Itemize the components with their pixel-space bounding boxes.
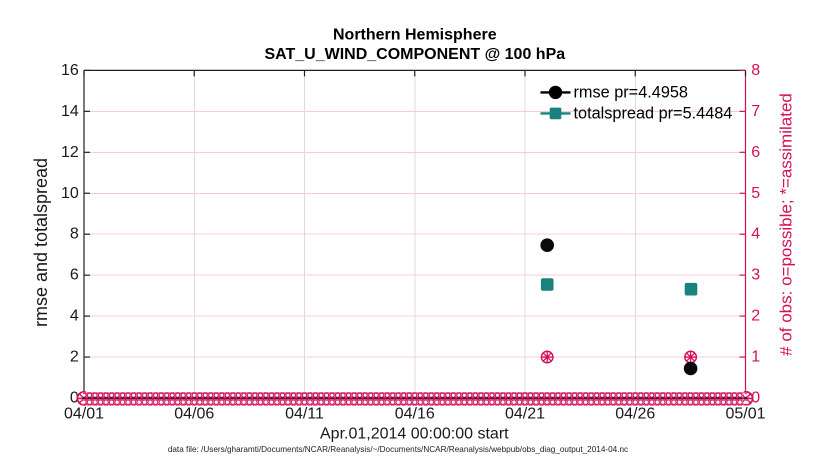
svg-text:2: 2 xyxy=(70,349,79,366)
svg-text:SAT_U_WIND_COMPONENT @ 100 hPa: SAT_U_WIND_COMPONENT @ 100 hPa xyxy=(264,46,565,63)
svg-text:04/06: 04/06 xyxy=(174,406,214,423)
svg-text:5: 5 xyxy=(751,185,760,202)
svg-text:7: 7 xyxy=(751,103,760,120)
svg-text:4: 4 xyxy=(751,226,760,243)
svg-text:1: 1 xyxy=(751,349,760,366)
svg-text:05/01: 05/01 xyxy=(725,406,765,423)
svg-text:04/01: 04/01 xyxy=(64,406,104,423)
svg-text:rmse and totalspread: rmse and totalspread xyxy=(31,158,51,327)
svg-text:rmse pr=4.4958: rmse pr=4.4958 xyxy=(574,83,689,101)
svg-text:14: 14 xyxy=(61,103,79,120)
svg-text:6: 6 xyxy=(70,267,79,284)
svg-text:6: 6 xyxy=(751,144,760,161)
svg-text:0: 0 xyxy=(70,390,79,407)
svg-text:16: 16 xyxy=(61,62,79,79)
svg-text:8: 8 xyxy=(70,226,79,243)
svg-text:2: 2 xyxy=(751,308,760,325)
svg-text:4: 4 xyxy=(70,308,79,325)
svg-text:totalspread pr=5.4484: totalspread pr=5.4484 xyxy=(574,104,733,122)
svg-text:3: 3 xyxy=(751,267,760,284)
svg-text:0: 0 xyxy=(751,390,760,407)
svg-text:10: 10 xyxy=(61,185,79,202)
svg-text:04/16: 04/16 xyxy=(395,406,435,423)
svg-text:# of obs: o=possible; *=assimi: # of obs: o=possible; *=assimilated xyxy=(777,93,796,356)
svg-text:Apr.01,2014 00:00:00 start: Apr.01,2014 00:00:00 start xyxy=(320,426,509,443)
svg-text:Northern Hemisphere: Northern Hemisphere xyxy=(333,27,497,44)
svg-text:8: 8 xyxy=(751,62,760,79)
svg-text:data file: /Users/gharamti/Doc: data file: /Users/gharamti/Documents/NCA… xyxy=(168,445,628,454)
svg-text:12: 12 xyxy=(61,144,79,161)
svg-text:04/11: 04/11 xyxy=(285,406,324,423)
svg-text:04/21: 04/21 xyxy=(505,406,545,423)
svg-text:04/26: 04/26 xyxy=(615,406,655,423)
